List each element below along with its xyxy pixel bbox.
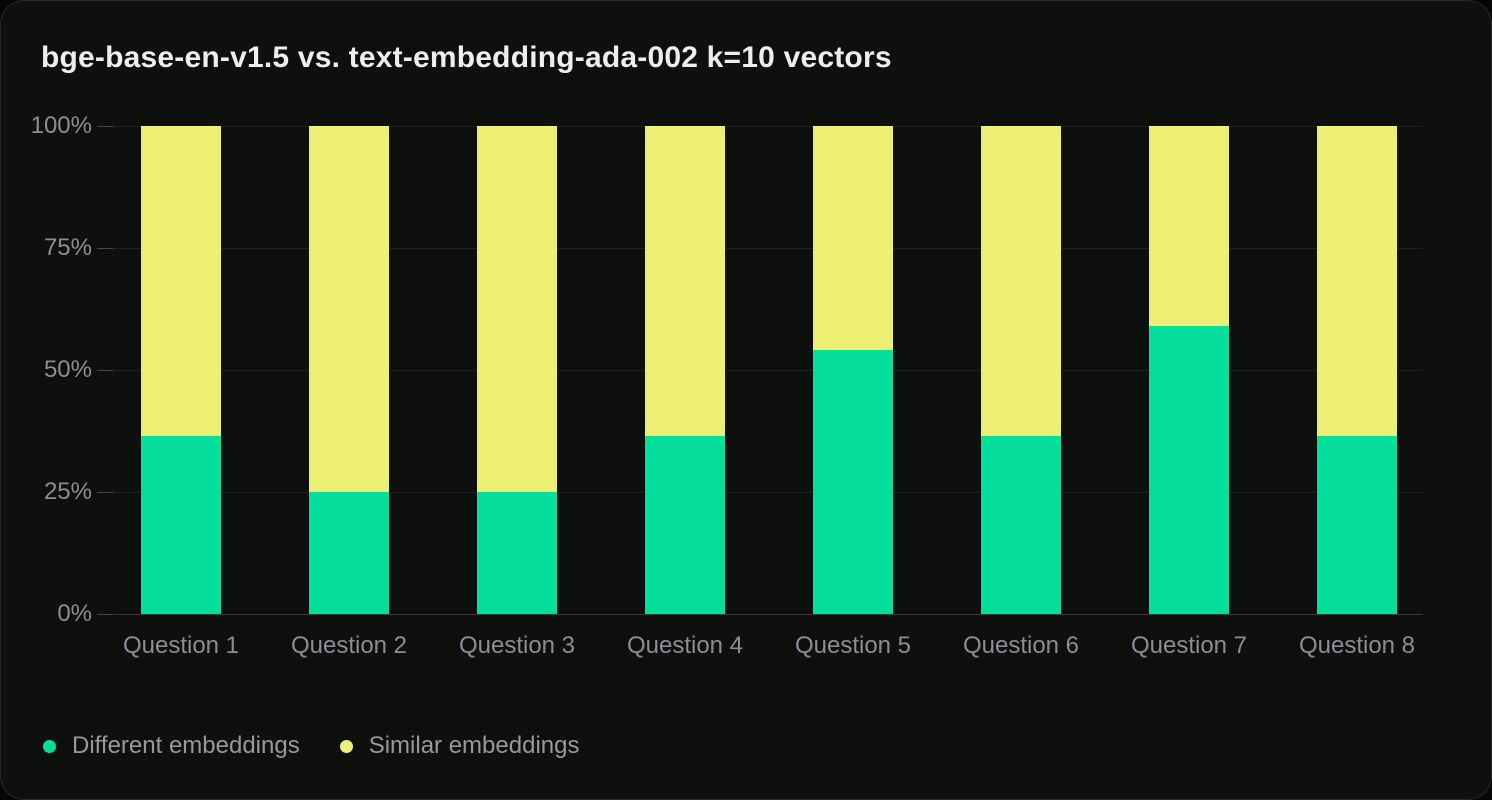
x-axis-label: Question 6 [962, 632, 1080, 659]
y-axis-tick [97, 126, 113, 127]
y-axis-tick [97, 614, 113, 615]
legend-swatch-different-icon [43, 739, 56, 753]
bar-segment-different-3[interactable] [477, 492, 557, 614]
legend-label-different: Different embeddings [72, 732, 300, 759]
x-axis-label: Question 8 [1298, 632, 1416, 659]
legend-label-similar: Similar embeddings [368, 732, 580, 759]
x-axis-label: Question 2 [290, 632, 408, 659]
bar-segment-different-5[interactable] [813, 350, 893, 614]
bar-segment-different-2[interactable] [309, 492, 389, 614]
bar-segment-similar-3[interactable] [477, 126, 557, 492]
gridline-100% [109, 126, 1423, 127]
chart-title: bge-base-en-v1.5 vs. text-embedding-ada-… [41, 41, 892, 74]
y-tick-label: 0% [57, 600, 92, 627]
bar-segment-similar-7[interactable] [1149, 126, 1229, 326]
bar-segment-different-7[interactable] [1149, 326, 1229, 614]
x-axis-label: Question 5 [794, 632, 912, 659]
y-tick-label: 100% [30, 112, 92, 139]
legend-item-different-embeddings[interactable]: Different embeddings [43, 732, 300, 760]
bar-segment-different-8[interactable] [1317, 436, 1397, 614]
gridline-50% [109, 370, 1423, 371]
gridline-0% [109, 614, 1423, 615]
legend-swatch-similar-icon [339, 739, 353, 753]
bar-segment-similar-4[interactable] [645, 126, 725, 436]
y-axis-tick [97, 492, 113, 493]
y-tick-label: 50% [43, 356, 92, 383]
y-axis-tick [97, 370, 113, 371]
bar-segment-similar-5[interactable] [813, 126, 893, 350]
x-axis-label: Question 4 [626, 632, 744, 659]
bar-segment-similar-8[interactable] [1317, 126, 1397, 436]
bar-segment-different-4[interactable] [645, 436, 725, 614]
x-axis-label: Question 3 [458, 632, 576, 659]
legend: Different embeddings Similar embeddings [43, 732, 579, 760]
gridline-25% [109, 492, 1423, 493]
y-axis-tick [97, 248, 113, 249]
x-axis-label: Question 7 [1130, 632, 1248, 659]
bar-segment-similar-6[interactable] [981, 126, 1061, 436]
legend-item-similar-embeddings[interactable]: Similar embeddings [339, 732, 580, 760]
y-tick-label: 25% [43, 478, 92, 505]
x-axis-label: Question 1 [122, 632, 240, 659]
y-tick-label: 75% [43, 234, 92, 261]
bar-segment-different-1[interactable] [141, 436, 221, 614]
bar-segment-similar-1[interactable] [141, 126, 221, 436]
bar-segment-different-6[interactable] [981, 436, 1061, 614]
bar-segment-similar-2[interactable] [309, 126, 389, 492]
gridline-75% [109, 248, 1423, 249]
